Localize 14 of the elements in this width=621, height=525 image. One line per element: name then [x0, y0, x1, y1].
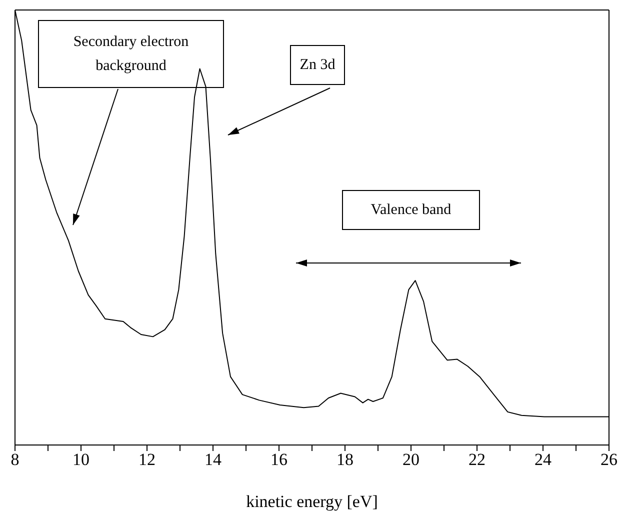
- x-tick-label: 10: [72, 450, 90, 470]
- x-axis-title: kinetic energy [eV]: [246, 492, 378, 511]
- x-tick-label: 14: [204, 450, 222, 470]
- annotation: Zn 3d: [300, 56, 336, 75]
- x-tick-label: 12: [138, 450, 156, 470]
- x-tick-label: 26: [600, 450, 618, 470]
- x-tick-label: 22: [468, 450, 486, 470]
- x-tick-label: 16: [270, 450, 288, 470]
- annotation: Secondary electron background: [72, 33, 190, 76]
- annotation: Valence band: [370, 201, 452, 220]
- x-tick-label: 8: [10, 450, 20, 470]
- x-tick-label: 20: [402, 450, 420, 470]
- x-tick-label: 18: [336, 450, 354, 470]
- x-tick-label: 24: [534, 450, 552, 470]
